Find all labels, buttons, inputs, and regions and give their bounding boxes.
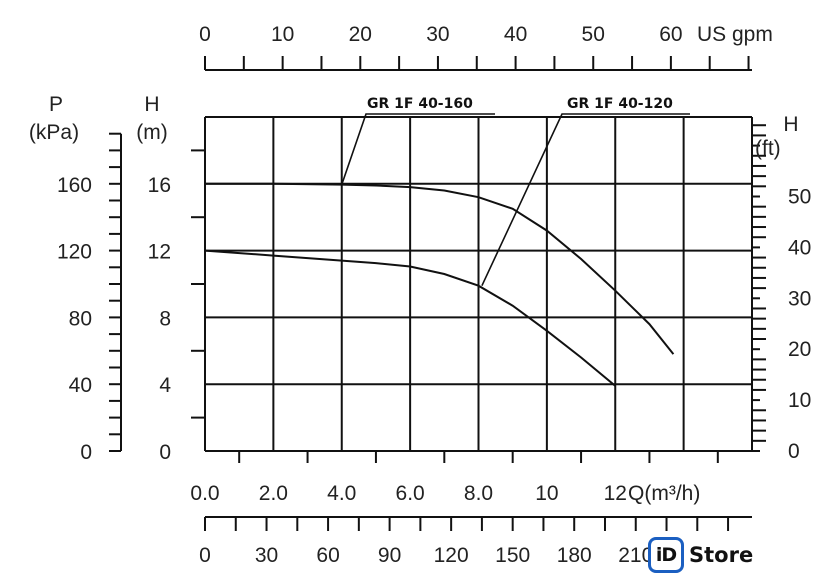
series-line-40-160 xyxy=(205,182,675,355)
series-line-40-120 xyxy=(204,249,616,387)
bottom-tick-label: 30 xyxy=(255,544,278,567)
p-unit-label-kpa: (kPa) xyxy=(29,121,79,144)
bottom-secondary-axis: 0 30 60 90 120 150 180 210 xyxy=(199,516,752,567)
bottom-tick-label: 150 xyxy=(495,544,530,567)
gpm-tick-label: 20 xyxy=(349,23,372,46)
y-tick-label: 12 xyxy=(148,241,171,264)
y-tick-label: 16 xyxy=(148,174,171,197)
y-tick-label: 0 xyxy=(159,441,171,464)
curve-series xyxy=(204,113,690,387)
gpm-tick-label: 40 xyxy=(504,23,527,46)
bottom-tick-label: 60 xyxy=(316,544,339,567)
ft-tick-label: 30 xyxy=(788,287,811,310)
p-tick-label: 160 xyxy=(57,174,92,197)
gpm-tick-label: 60 xyxy=(659,23,682,46)
leader-line-40-120 xyxy=(481,113,690,287)
plot-grid xyxy=(191,116,753,463)
x-tick-label: 12 xyxy=(604,482,627,505)
ft-tick-label: 40 xyxy=(788,236,811,259)
gpm-tick-label: 10 xyxy=(271,23,294,46)
h-ft-unit-label: H xyxy=(783,113,798,136)
bottom-tick-label: 120 xyxy=(434,544,469,567)
x-tick-label: 2.0 xyxy=(259,482,288,505)
p-unit-label: P xyxy=(49,93,63,116)
gpm-tick-label: 50 xyxy=(582,23,605,46)
x-tick-label: 0.0 xyxy=(190,482,219,505)
h-m-unit-label-m: (m) xyxy=(136,121,167,144)
x-tick-label: 8.0 xyxy=(464,482,493,505)
p-tick-label: 120 xyxy=(57,241,92,264)
gpm-tick-label: 30 xyxy=(426,23,449,46)
ft-tick-label: 50 xyxy=(788,185,811,208)
bottom-tick-label: 180 xyxy=(557,544,592,567)
store-logo: iD Store xyxy=(648,533,790,577)
ft-tick-label: 10 xyxy=(788,389,811,412)
logo-mark-text: iD xyxy=(655,544,677,566)
leader-line-40-160 xyxy=(340,113,495,185)
ft-tick-label: 20 xyxy=(788,338,811,361)
series-label-40-120: GR 1F 40-120 xyxy=(567,96,673,112)
p-tick-label: 80 xyxy=(69,307,92,330)
x-tick-label: 10 xyxy=(535,482,558,505)
series-label-40-160: GR 1F 40-160 xyxy=(367,96,473,112)
bottom-tick-label: 210 xyxy=(618,544,653,567)
y-tick-label: 8 xyxy=(159,307,171,330)
bottom-tick-label: 0 xyxy=(199,544,211,567)
x-tick-label: 4.0 xyxy=(327,482,356,505)
ft-tick-label: 0 xyxy=(788,440,800,463)
flow-axis: 0.0 2.0 4.0 6.0 8.0 10 12 xyxy=(190,482,627,505)
h-m-unit-label: H xyxy=(144,93,159,116)
head-m-axis: 0 4 8 12 16 xyxy=(148,174,172,464)
bottom-tick-label: 90 xyxy=(378,544,401,567)
q-unit-label: Q(m³/h) xyxy=(628,482,700,505)
gpm-tick-label: 0 xyxy=(199,23,211,46)
pressure-axis: 0 40 80 120 160 xyxy=(57,132,122,464)
p-tick-label: 40 xyxy=(69,374,92,397)
h-ft-unit-label-ft: (ft) xyxy=(755,137,781,160)
y-tick-label: 4 xyxy=(159,374,171,397)
usgpm-unit-label: US gpm xyxy=(697,23,773,46)
x-tick-label: 6.0 xyxy=(396,482,425,505)
store-logo-icon: iD xyxy=(648,537,684,573)
p-tick-label: 0 xyxy=(80,441,92,464)
head-ft-axis: 0 10 20 30 40 50 xyxy=(751,123,811,463)
store-logo-text: Store xyxy=(689,543,754,567)
usgpm-axis: 0 10 20 30 40 50 60 xyxy=(199,23,752,71)
